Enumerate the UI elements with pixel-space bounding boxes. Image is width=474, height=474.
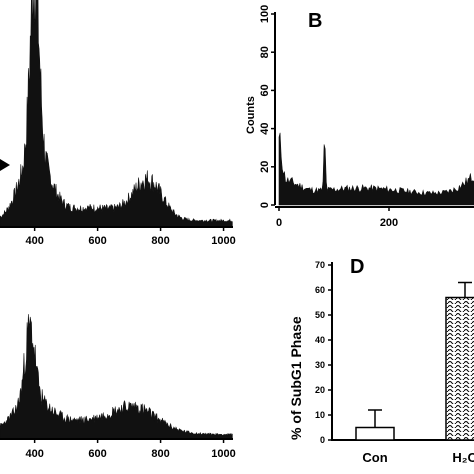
y-ticks-d: 0 10 20 30 40 50 60 70	[315, 260, 332, 445]
panel-d: D % of SubG1 Phase 0 10 20 30 40 50 60 70 Con H₂…	[288, 256, 474, 465]
category-label: Con	[362, 450, 387, 465]
histogram-area	[278, 132, 474, 206]
histogram-b	[278, 132, 474, 206]
x-tick-label: 1000	[211, 448, 235, 460]
y-tick-label: 40	[259, 122, 271, 134]
category-label: H₂O	[452, 450, 474, 465]
histogram-area	[0, 314, 233, 440]
bar	[355, 426, 395, 441]
y-axis-label-d: % of SubG1 Phase	[288, 316, 304, 440]
x-ticks-a: 400 600 800 1000	[25, 227, 236, 247]
y-tick-label: 30	[315, 360, 325, 370]
x-tick-label: 200	[380, 217, 398, 229]
bar	[445, 296, 474, 441]
y-tick-label: 10	[315, 410, 325, 420]
y-axis-label-b: Counts	[245, 96, 257, 134]
panel-letter-b: B	[308, 10, 322, 32]
y-ticks-b: 0 20 40 60 80 100	[259, 5, 275, 208]
arrow-icon	[0, 159, 10, 171]
y-tick-label: 40	[315, 335, 325, 345]
x-ticks-c: 400 600 800 1000	[25, 439, 236, 460]
x-tick-label: 1000	[211, 235, 235, 247]
y-tick-label: 80	[259, 46, 271, 58]
y-tick-label: 60	[259, 84, 271, 96]
x-tick-label: 600	[88, 448, 106, 460]
panel-a: 400 600 800 1000	[0, 0, 236, 247]
bars-d: Con H₂O	[355, 281, 474, 465]
y-tick-label: 20	[259, 161, 271, 173]
y-tick-label: 0	[259, 202, 271, 208]
y-tick-label: 20	[315, 385, 325, 395]
x-tick-label: 800	[151, 235, 169, 247]
x-tick-label: 0	[276, 217, 282, 229]
y-tick-label: 70	[315, 260, 325, 270]
y-tick-label: 100	[259, 5, 271, 23]
y-tick-label: 0	[320, 435, 325, 445]
x-tick-label: 800	[151, 448, 169, 460]
x-tick-label: 400	[25, 448, 43, 460]
histogram-area	[0, 0, 233, 228]
x-tick-label: 400	[25, 235, 43, 247]
histogram-c	[0, 314, 233, 440]
panel-c: 400 600 800 1000	[0, 314, 236, 460]
x-tick-label: 600	[88, 235, 106, 247]
panel-letter-d: D	[350, 256, 364, 278]
y-tick-label: 50	[315, 310, 325, 320]
histogram-a	[0, 0, 233, 228]
y-tick-label: 60	[315, 285, 325, 295]
